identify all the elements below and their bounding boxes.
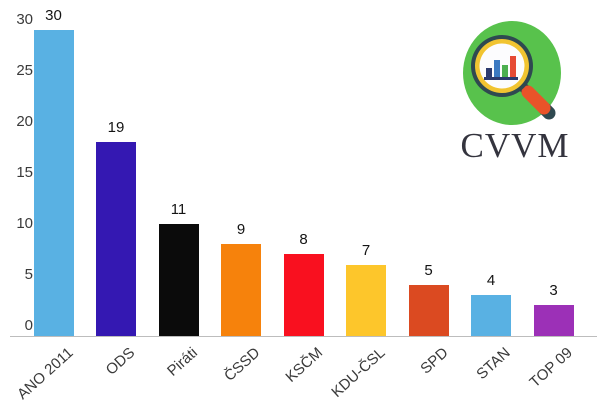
- mini-bar-red: [510, 56, 516, 77]
- bar: [408, 285, 449, 336]
- x-axis-label: KDU-ČSL: [328, 344, 389, 400]
- bar: [33, 30, 74, 336]
- y-tick-label: 15: [16, 164, 33, 181]
- x-axis-label: STAN: [473, 344, 514, 383]
- mini-chart-baseline: [484, 77, 518, 80]
- x-axis-label: KSČM: [282, 344, 327, 386]
- mini-bar-blue: [494, 60, 500, 77]
- cvvm-logo-text: CVVM: [460, 126, 570, 165]
- x-axis-label: ODS: [103, 344, 139, 379]
- bar-value-label: 3: [549, 282, 558, 299]
- y-tick-label: 10: [16, 215, 33, 232]
- bar-value-label: 5: [424, 262, 433, 279]
- magnifier-bar-chart-icon: [463, 21, 561, 125]
- mini-bar-navy: [486, 68, 492, 77]
- x-axis-label: Piráti: [164, 344, 202, 380]
- x-axis-label: ANO 2011: [13, 344, 77, 400]
- y-tick-label: 20: [16, 113, 33, 130]
- bar-value-label: 11: [170, 201, 187, 218]
- bar: [471, 295, 511, 336]
- bar-value-label: 8: [299, 231, 308, 248]
- bar-value-label: 19: [107, 119, 125, 136]
- x-axis-label: SPD: [416, 344, 452, 378]
- y-tick-label: 0: [24, 317, 33, 334]
- x-axis-label: ČSSD: [221, 344, 264, 385]
- bar-value-label: 30: [45, 7, 62, 24]
- bar: [283, 254, 324, 336]
- bar: [158, 224, 199, 336]
- y-tick-label: 30: [16, 11, 33, 28]
- bar: [96, 142, 136, 336]
- y-tick-label: 25: [16, 62, 33, 79]
- bar: [346, 265, 386, 336]
- bar: [533, 305, 574, 336]
- bar: [221, 244, 261, 336]
- bar-value-label: 7: [361, 242, 371, 259]
- bar-value-label: 9: [236, 221, 246, 238]
- magnifier-handle: [521, 85, 551, 115]
- mini-bar-green: [502, 65, 508, 77]
- x-axis-line: [10, 336, 597, 337]
- x-axis-label: TOP 09: [526, 344, 577, 392]
- bar-value-label: 4: [486, 272, 496, 289]
- y-tick-label: 5: [24, 266, 33, 283]
